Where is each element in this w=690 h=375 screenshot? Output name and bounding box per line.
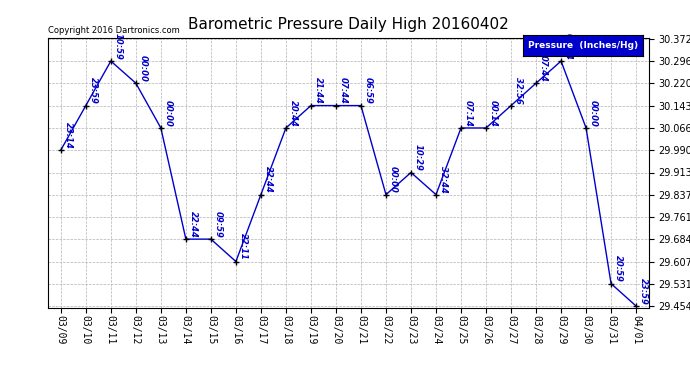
Text: 32:44: 32:44: [439, 166, 448, 193]
Text: Copyright 2016 Dartronics.com: Copyright 2016 Dartronics.com: [48, 26, 180, 35]
Text: 00:00: 00:00: [589, 100, 598, 126]
Text: 07:44: 07:44: [539, 55, 548, 82]
Text: 00:00: 00:00: [139, 55, 148, 82]
Text: 10:29: 10:29: [414, 144, 423, 171]
Text: 20:59: 20:59: [614, 255, 623, 282]
Text: 00:00: 00:00: [164, 100, 173, 126]
Text: 07:44: 07:44: [339, 77, 348, 104]
Text: 22:11: 22:11: [239, 233, 248, 260]
Text: 07:44: 07:44: [564, 33, 573, 60]
Text: 00:00: 00:00: [389, 166, 398, 193]
Text: 10:59: 10:59: [114, 33, 123, 60]
Text: 23:59: 23:59: [639, 278, 648, 304]
Text: 21:44: 21:44: [314, 77, 323, 104]
Text: 06:59: 06:59: [364, 77, 373, 104]
Text: 22:44: 22:44: [189, 211, 198, 238]
Text: 20:44: 20:44: [289, 100, 298, 126]
Text: 07:14: 07:14: [464, 100, 473, 126]
Text: 09:59: 09:59: [214, 211, 223, 238]
Text: 23:14: 23:14: [63, 122, 73, 148]
Title: Barometric Pressure Daily High 20160402: Barometric Pressure Daily High 20160402: [188, 17, 509, 32]
Text: 22:44: 22:44: [264, 166, 273, 193]
Text: 32:56: 32:56: [514, 77, 523, 104]
Text: 23:59: 23:59: [89, 77, 98, 104]
Text: 00:14: 00:14: [489, 100, 498, 126]
